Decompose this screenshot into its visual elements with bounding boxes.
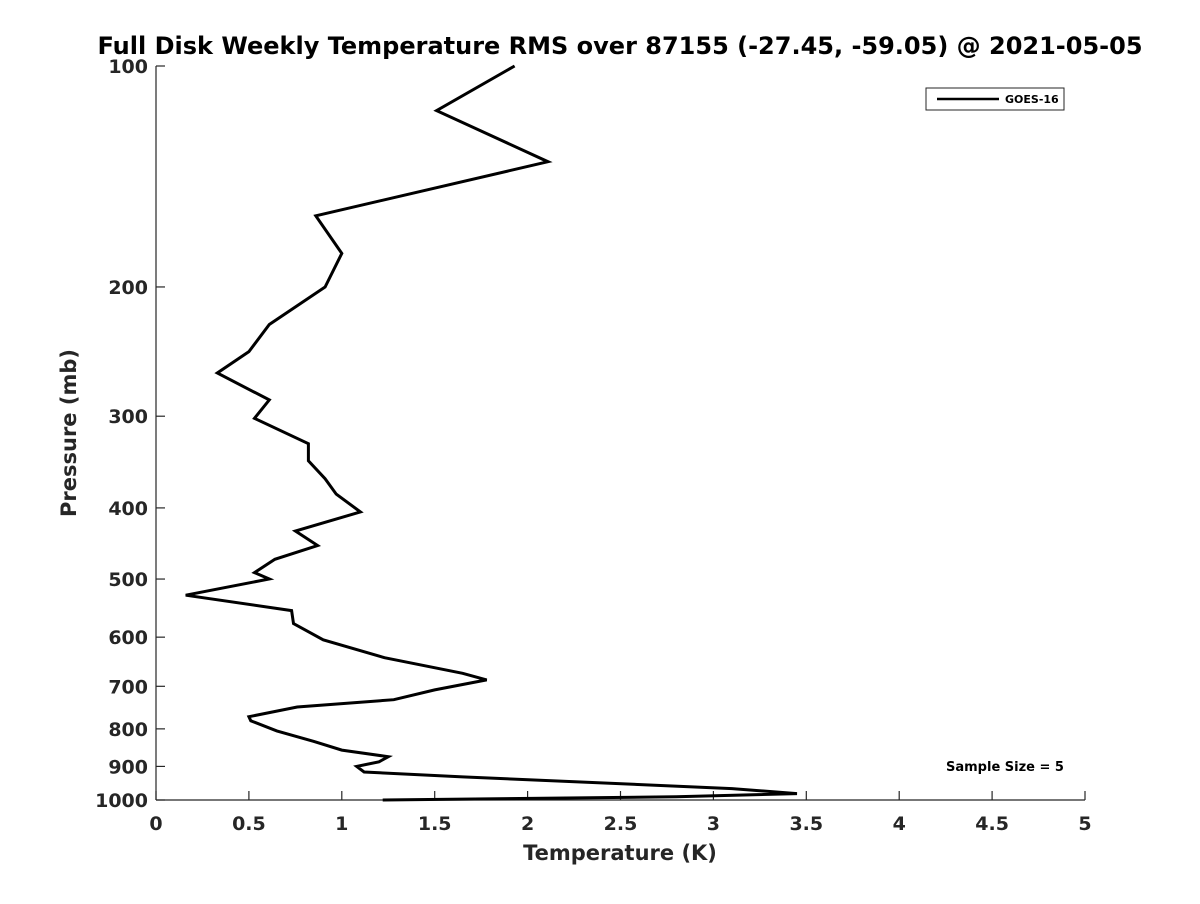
- x-tick-label: 3.5: [789, 813, 823, 835]
- y-axis-label: Pressure (mb): [57, 349, 81, 517]
- y-tick-label: 200: [108, 277, 148, 299]
- x-tick-label: 3: [707, 813, 720, 835]
- y-tick-label: 1000: [95, 790, 148, 812]
- y-tick-label: 900: [108, 756, 148, 778]
- y-tick-label: 600: [108, 627, 148, 649]
- x-tick-label: 2: [521, 813, 534, 835]
- plot-area: 0 0.5 1 1.5 2 2.5 3 3.5 4 4.5 5 100 200 300 400 500 600…: [95, 56, 1092, 835]
- x-tick-label: 4.5: [975, 813, 1009, 835]
- legend: GOES-16: [925, 87, 1065, 111]
- x-tick-label: 0.5: [232, 813, 266, 835]
- sample-size-annotation: Sample Size = 5: [946, 760, 1064, 775]
- x-tick-label: 4: [893, 813, 906, 835]
- y-tick-label: 100: [108, 56, 148, 78]
- series-layer: [185, 64, 798, 802]
- chart-title: Full Disk Weekly Temperature RMS over 87…: [97, 32, 1142, 60]
- y-tick-label: 400: [108, 498, 148, 520]
- x-tick-label: 2.5: [604, 813, 638, 835]
- x-tick-label: 1: [335, 813, 348, 835]
- y-tick-label: 800: [108, 719, 148, 741]
- x-tick-label: 5: [1078, 813, 1091, 835]
- y-axis-ticks: 100 200 300 400 500 600 700 800 900 1000: [95, 56, 165, 812]
- legend-entry-goes-16: GOES-16: [1005, 93, 1059, 106]
- y-tick-label: 500: [108, 569, 148, 591]
- y-tick-label: 700: [108, 676, 148, 698]
- x-axis-label: Temperature (K): [523, 841, 717, 865]
- x-tick-label: 0: [149, 813, 162, 835]
- y-tick-label: 300: [108, 406, 148, 428]
- x-tick-label: 1.5: [418, 813, 452, 835]
- series-line-goes-16: [185, 64, 798, 802]
- x-axis-ticks: 0 0.5 1 1.5 2 2.5 3 3.5 4 4.5 5: [149, 791, 1092, 835]
